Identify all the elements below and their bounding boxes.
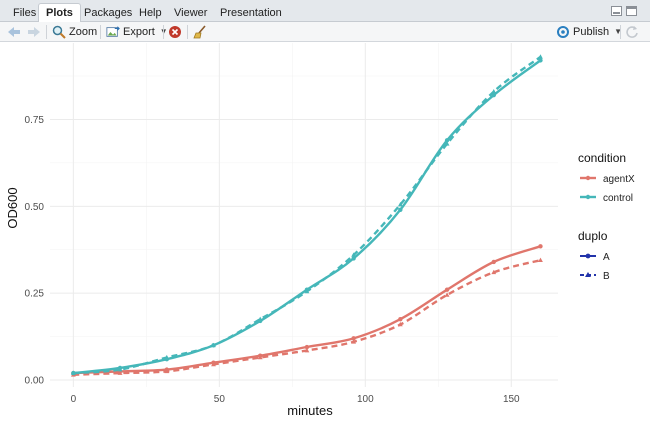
minor-gridlines: [50, 43, 558, 387]
refresh-button[interactable]: [625, 24, 639, 40]
tab-help[interactable]: Help: [131, 3, 170, 22]
series-line-agentX-A: [73, 246, 540, 373]
legend-key-point-control: [586, 195, 590, 199]
series-layer: [73, 57, 540, 375]
tab-presentation[interactable]: Presentation: [212, 3, 290, 22]
y-tick-label: 0.75: [25, 115, 45, 126]
legend: condition agentX control duplo AB: [578, 151, 635, 282]
export-image-icon: [106, 25, 120, 39]
data-point-control-A: [538, 58, 542, 62]
export-label: Export: [123, 24, 155, 40]
remove-plot-button[interactable]: [168, 24, 182, 40]
data-point-control-A: [351, 256, 355, 260]
points-layer: [71, 54, 543, 376]
zoom-button[interactable]: Zoom: [52, 24, 97, 40]
legend-label-B: B: [603, 271, 610, 282]
refresh-icon: [625, 25, 639, 39]
data-point-control-B: [538, 54, 543, 58]
data-point-control-B: [491, 89, 496, 93]
series-line-control-A: [73, 60, 540, 373]
y-tick-label: 0.50: [25, 202, 45, 213]
toolbar-divider: [163, 25, 164, 39]
broom-icon: [193, 25, 207, 39]
toolbar-divider: [620, 25, 621, 39]
minimize-pane-icon[interactable]: [611, 6, 622, 16]
x-tick-label: 100: [357, 394, 374, 405]
legend-title-condition: condition: [578, 151, 626, 165]
publish-button[interactable]: Publish ▼: [556, 24, 622, 40]
data-point-agentX-B: [538, 258, 543, 262]
publish-label: Publish: [573, 24, 609, 40]
data-point-control-A: [492, 93, 496, 97]
y-tick-label: 0.00: [25, 376, 45, 387]
data-point-agentX-A: [492, 260, 496, 264]
pane-tab-bar: Files Plots Packages Help Viewer Present…: [0, 0, 650, 22]
zoom-label: Zoom: [69, 24, 97, 40]
toolbar-divider: [46, 25, 47, 39]
legend-label-control: control: [603, 193, 633, 204]
toolbar-divider: [187, 25, 188, 39]
forward-arrow-icon[interactable]: [26, 24, 42, 40]
plots-toolbar: Zoom Export ▼ Publish ▼: [0, 22, 650, 42]
legend-label-A: A: [603, 252, 610, 263]
legend-key-point-A: [586, 254, 591, 259]
series-line-agentX-B: [73, 260, 540, 375]
x-tick-label: 50: [214, 394, 226, 405]
major-gridlines: [50, 43, 558, 387]
clear-all-button[interactable]: [193, 24, 207, 40]
maximize-pane-icon[interactable]: [626, 6, 637, 16]
data-point-agentX-A: [538, 244, 542, 248]
back-arrow-icon[interactable]: [6, 24, 22, 40]
data-point-control-A: [398, 208, 402, 212]
data-point-agentX-A: [445, 288, 449, 292]
data-point-agentX-A: [398, 317, 402, 321]
remove-circle-icon: [168, 25, 182, 39]
x-tick-label: 150: [503, 394, 520, 405]
legend-key-point-agentX: [586, 176, 590, 180]
legend-label-agentX: agentX: [603, 174, 635, 185]
tab-viewer[interactable]: Viewer: [166, 3, 215, 22]
export-button[interactable]: Export ▼: [106, 24, 168, 40]
y-axis-title: OD600: [5, 187, 20, 228]
series-line-control-B: [73, 57, 540, 373]
toolbar-divider: [100, 25, 101, 39]
publish-icon: [556, 25, 570, 39]
x-tick-label: 0: [71, 394, 77, 405]
plot-area: 0 50 100 150 0.00 0.25 0.50 0.75 minutes OD600…: [0, 43, 650, 421]
magnifier-icon: [52, 25, 66, 39]
legend-title-duplo: duplo: [578, 229, 608, 243]
y-axis-ticks: 0.00 0.25 0.50 0.75: [25, 115, 45, 387]
tab-plots[interactable]: Plots: [38, 3, 81, 23]
line-chart: 0 50 100 150 0.00 0.25 0.50 0.75 minutes OD600…: [0, 43, 650, 421]
x-axis-title: minutes: [287, 403, 333, 418]
y-tick-label: 0.25: [25, 289, 45, 300]
